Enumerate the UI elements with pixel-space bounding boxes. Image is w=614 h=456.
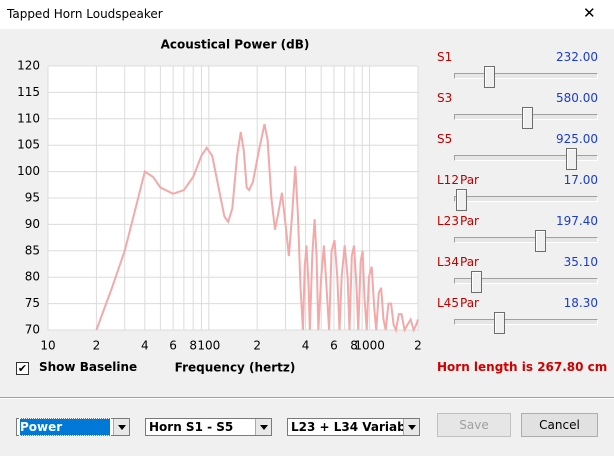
slider-track: [454, 196, 598, 202]
slider-value: 197.40: [556, 214, 598, 228]
slider-value: 35.10: [563, 255, 598, 269]
slider-value: 17.00: [563, 173, 598, 187]
x-tick-label: 4: [302, 339, 310, 353]
y-tick-label: 105: [17, 138, 40, 152]
close-button[interactable]: ✕: [583, 4, 596, 22]
x-tick-label: 1000: [354, 339, 385, 353]
slider-track: [454, 155, 598, 161]
slider-mode: Par: [460, 255, 479, 269]
x-tick-label: 2: [414, 339, 422, 353]
dropdown-text: Power: [19, 418, 111, 436]
slider-value: 18.30: [563, 296, 598, 310]
power-curve: [95, 123, 419, 334]
x-tick-label: 10: [40, 339, 55, 353]
slider-thumb[interactable]: [484, 66, 495, 88]
y-tick-label: 120: [17, 59, 40, 73]
slider-value: 232.00: [556, 50, 598, 64]
y-tick-label: 75: [25, 296, 40, 310]
dropdown[interactable]: L23 + L34 Variable: [287, 418, 420, 436]
slider-track: [454, 73, 598, 79]
button: Save: [437, 413, 511, 437]
slider-label: L45: [437, 296, 459, 310]
slider-value: 580.00: [556, 91, 598, 105]
x-tick-label: 6: [330, 339, 338, 353]
slider-track: [454, 278, 598, 284]
x-tick-label: 6: [169, 339, 177, 353]
chart: Acoustical Power (dB) Frequency (hertz) …: [17, 38, 422, 375]
x-tick-label: 8: [350, 339, 358, 353]
slider-thumb[interactable]: [494, 312, 505, 334]
y-tick-label: 95: [25, 191, 40, 205]
horn-length: Horn length is 267.80 cm: [437, 360, 608, 374]
y-tick-label: 70: [25, 323, 40, 337]
dropdown[interactable]: Power: [16, 418, 130, 436]
x-tick-label: 4: [141, 339, 149, 353]
dropdown-arrow: [113, 419, 129, 435]
slider-thumb[interactable]: [522, 107, 533, 129]
slider-label: S1: [437, 50, 453, 64]
x-tick-label: 2: [93, 339, 101, 353]
slider-label: L34: [437, 255, 459, 269]
dropdown-arrow: [255, 419, 271, 435]
slider-thumb[interactable]: [535, 230, 546, 252]
x-tick-label: 2: [253, 339, 261, 353]
button[interactable]: Cancel: [521, 413, 598, 437]
slider-track: [454, 237, 598, 243]
x-axis-label: Frequency (hertz): [175, 361, 296, 375]
slider-mode: Par: [460, 214, 479, 228]
slider-track: [454, 114, 598, 120]
slider-mode: Par: [460, 173, 479, 187]
slider-label: L23: [437, 214, 459, 228]
slider-label: S5: [437, 132, 453, 146]
slider-mode: Par: [460, 296, 479, 310]
dropdown-arrow: [403, 419, 419, 435]
y-tick-label: 80: [25, 270, 40, 284]
slider-label: S3: [437, 91, 453, 105]
y-tick-label: 90: [25, 217, 40, 231]
separator: [0, 397, 614, 399]
slider-thumb[interactable]: [566, 148, 577, 170]
dropdown-text: L23 + L34 Variable: [291, 420, 418, 434]
slider-thumb[interactable]: [456, 189, 467, 211]
title-bar: Tapped Horn Loudspeaker ✕: [0, 0, 614, 29]
y-tick-label: 110: [17, 111, 40, 125]
x-tick-label: 100: [197, 339, 220, 353]
chart-title: Acoustical Power (dB): [161, 38, 310, 52]
y-tick-label: 85: [25, 243, 40, 257]
slider-label: L12: [437, 173, 459, 187]
slider-value: 925.00: [556, 132, 598, 146]
dropdown[interactable]: Horn S1 - S5: [145, 418, 272, 436]
window-title: Tapped Horn Loudspeaker: [7, 7, 163, 21]
y-tick-label: 115: [17, 85, 40, 99]
x-tick-label: 8: [189, 339, 197, 353]
slider-thumb[interactable]: [471, 271, 482, 293]
y-tick-label: 100: [17, 164, 40, 178]
dropdown-text: Horn S1 - S5: [149, 420, 234, 434]
slider-track: [454, 319, 598, 325]
